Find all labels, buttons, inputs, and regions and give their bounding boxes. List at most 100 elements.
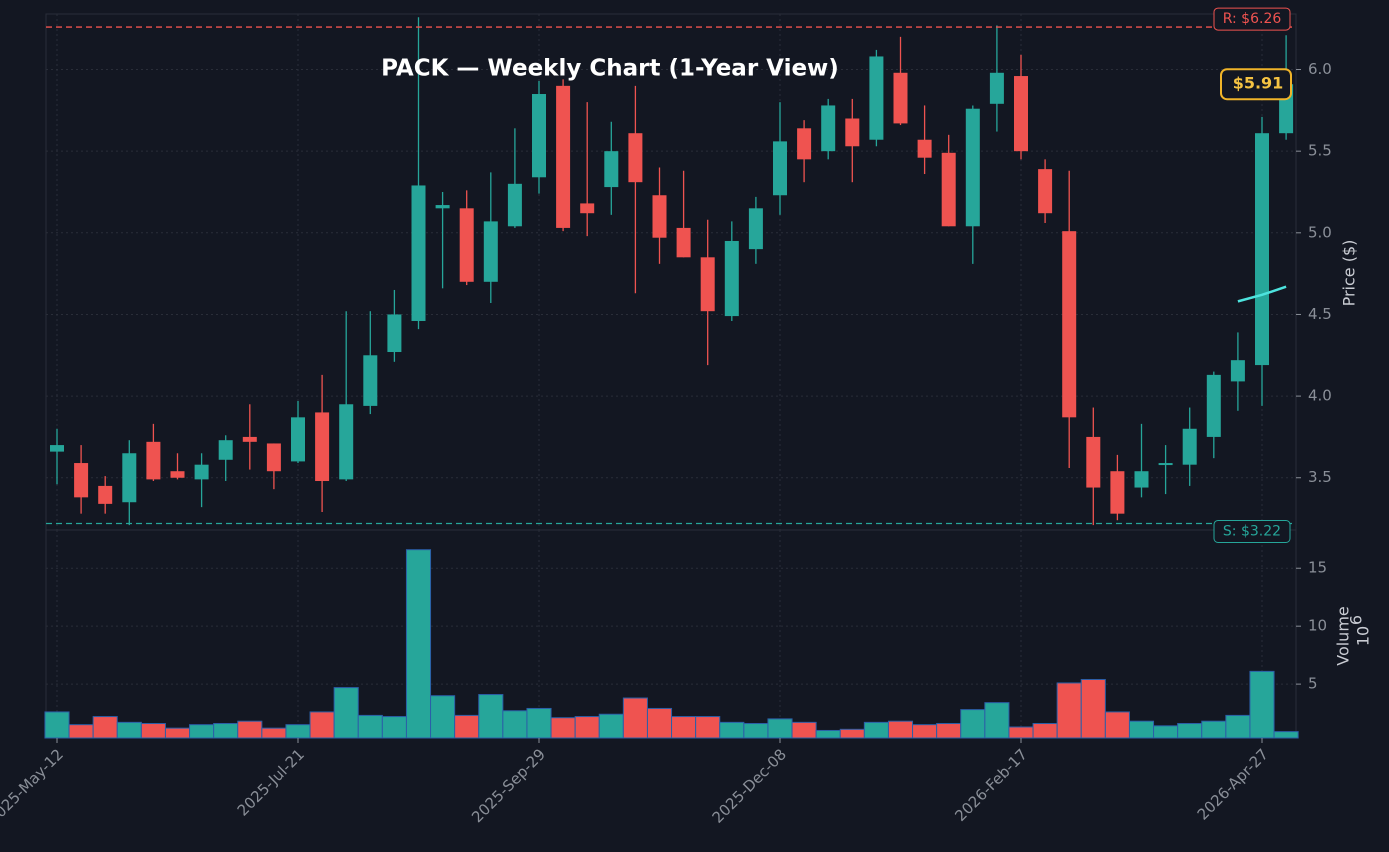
candle-body: [700, 257, 715, 312]
candle-body: [652, 195, 667, 238]
volume-bar: [1104, 711, 1130, 739]
volume-bar: [478, 694, 504, 739]
candle-body: [556, 85, 571, 228]
volume-bar: [1177, 723, 1203, 739]
price-plot: [46, 14, 1296, 530]
volume-bar: [1225, 714, 1251, 739]
volume-bar: [671, 716, 697, 739]
volume-bar: [1056, 682, 1082, 739]
volume-bar: [430, 695, 456, 739]
candle-body: [98, 485, 113, 504]
candle-body: [74, 463, 89, 498]
candle-body: [218, 440, 233, 460]
volume-bar: [68, 724, 94, 739]
candle-body: [845, 118, 860, 147]
volume-bar: [237, 720, 263, 739]
candle-body: [797, 128, 812, 160]
volume-bar: [695, 716, 721, 739]
candle-body: [1038, 169, 1053, 214]
volume-bar: [598, 713, 624, 739]
volume-bar: [454, 714, 480, 739]
volume-bar: [791, 721, 817, 739]
candle-body: [965, 108, 980, 227]
candle-body: [1182, 428, 1197, 465]
volume-bar: [261, 727, 287, 739]
volume-bar: [405, 549, 432, 739]
last-price-box: [1220, 68, 1292, 101]
volume-bar: [357, 714, 383, 739]
candle-body: [363, 355, 378, 406]
candle-body: [821, 105, 836, 152]
y-tick-label: 5.5: [1308, 142, 1332, 160]
support-label: S: $3.22: [1223, 523, 1281, 539]
candle-body: [122, 453, 137, 503]
volume-bar: [767, 718, 793, 739]
volume-bar: [550, 717, 576, 739]
candle-body: [580, 203, 595, 214]
volume-bar: [912, 724, 938, 739]
candle-body: [459, 208, 474, 282]
volume-bar: [285, 724, 311, 739]
volume-axis-label: Volume: [1334, 606, 1353, 666]
candle-body: [507, 183, 522, 227]
volume-bar: [1201, 720, 1227, 739]
y-tick-label: 4.5: [1308, 305, 1332, 323]
volume-bar: [309, 711, 335, 739]
candle-body: [1110, 471, 1125, 514]
volume-bar: [839, 728, 865, 739]
y-tick-label: 6.0: [1308, 60, 1332, 78]
candle-body: [604, 151, 619, 188]
candle-body: [1158, 463, 1173, 466]
candle-body: [266, 443, 281, 472]
moving-average: [1237, 285, 1287, 303]
candle-body: [50, 445, 64, 452]
candle-body: [291, 417, 305, 462]
volume-bar: [1080, 678, 1106, 739]
y-tick-label: 5: [1308, 675, 1318, 693]
candle-body: [748, 208, 763, 250]
volume-bar: [140, 723, 166, 739]
candle-body: [869, 56, 884, 140]
volume-bar: [719, 721, 745, 739]
candle-body: [941, 152, 956, 227]
volume-bar: [936, 723, 962, 739]
candle-body: [628, 133, 643, 183]
y-tick-label: 10: [1308, 617, 1327, 635]
volume-unit-base: 10: [1354, 626, 1373, 646]
volume-bar: [502, 710, 528, 739]
candle-body: [242, 436, 257, 442]
candle-body: [1086, 436, 1101, 488]
volume-bar: [743, 723, 769, 739]
resistance-label-box: [1213, 7, 1291, 31]
volume-bar: [526, 707, 552, 739]
candle-body: [724, 240, 739, 317]
candle-body: [411, 185, 426, 321]
volume-bar: [863, 721, 889, 739]
candle-body: [435, 205, 450, 209]
volume-bar: [815, 729, 841, 739]
candle-body: [1062, 231, 1077, 418]
volume-bar: [574, 716, 600, 739]
chart-title: PACK — Weekly Chart (1-Year View): [381, 56, 839, 82]
candle-body: [1134, 471, 1149, 488]
candle-body: [194, 464, 209, 480]
volume-bar: [887, 720, 914, 739]
candle-body: [483, 221, 498, 282]
volume-plot: [44, 530, 1299, 739]
candle-body: [676, 227, 691, 258]
volume-bar: [1249, 670, 1275, 739]
y-tick-label: 4.0: [1308, 387, 1332, 405]
volume-bar: [984, 702, 1010, 739]
volume-bar: [1128, 720, 1155, 739]
candle-body: [989, 72, 1004, 104]
volume-bar: [622, 697, 648, 739]
candle-body: [1206, 374, 1221, 437]
candle-body: [893, 72, 908, 124]
y-tick-label: 5.0: [1308, 223, 1332, 241]
volume-bar: [1273, 731, 1299, 739]
volume-bar: [44, 711, 70, 739]
candle-body: [917, 139, 932, 158]
